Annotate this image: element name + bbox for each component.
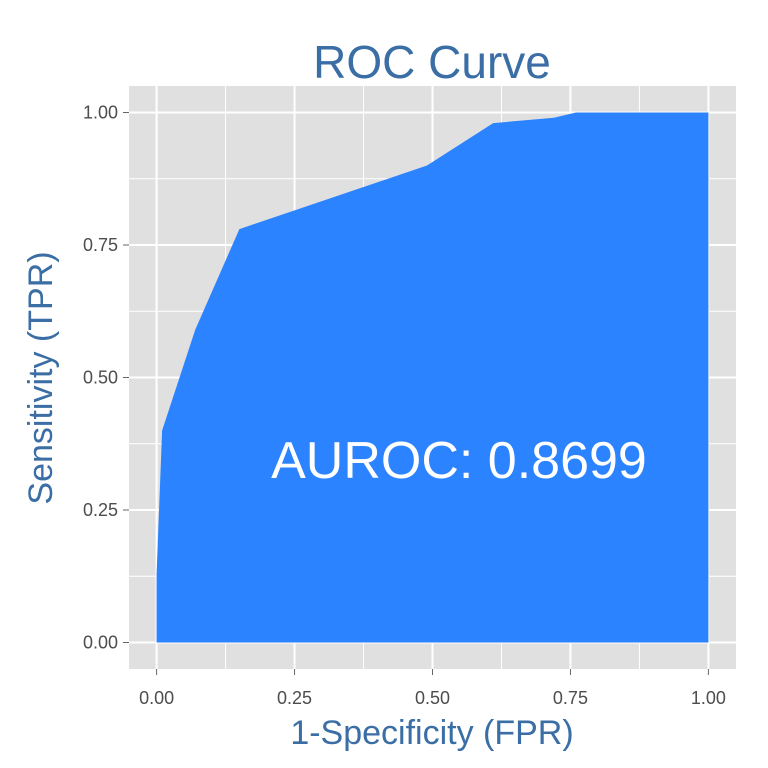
- x-tick-label: 1.00: [691, 688, 726, 708]
- y-tick-label: 0.25: [83, 500, 118, 520]
- auroc-annotation: AUROC: 0.8699: [271, 432, 647, 490]
- roc-area: [156, 112, 709, 643]
- x-axis-title: 1-Specificity (FPR): [290, 714, 573, 752]
- x-axis-ticks: 0.00 0.25 0.50 0.75 1.00: [139, 669, 726, 708]
- y-tick-label: 0.75: [83, 235, 118, 255]
- x-tick-label: 0.75: [553, 688, 588, 708]
- y-axis-title: Sensitivity (TPR): [22, 251, 60, 504]
- x-tick-label: 0.00: [139, 688, 174, 708]
- y-tick-label: 0.00: [83, 633, 118, 653]
- y-tick-label: 1.00: [83, 103, 118, 123]
- y-axis-ticks: 0.00 0.25 0.50 0.75 1.00: [83, 103, 129, 653]
- x-tick-label: 0.50: [415, 688, 450, 708]
- x-tick-label: 0.25: [277, 688, 312, 708]
- y-tick-label: 0.50: [83, 368, 118, 388]
- chart-title: ROC Curve: [313, 36, 551, 88]
